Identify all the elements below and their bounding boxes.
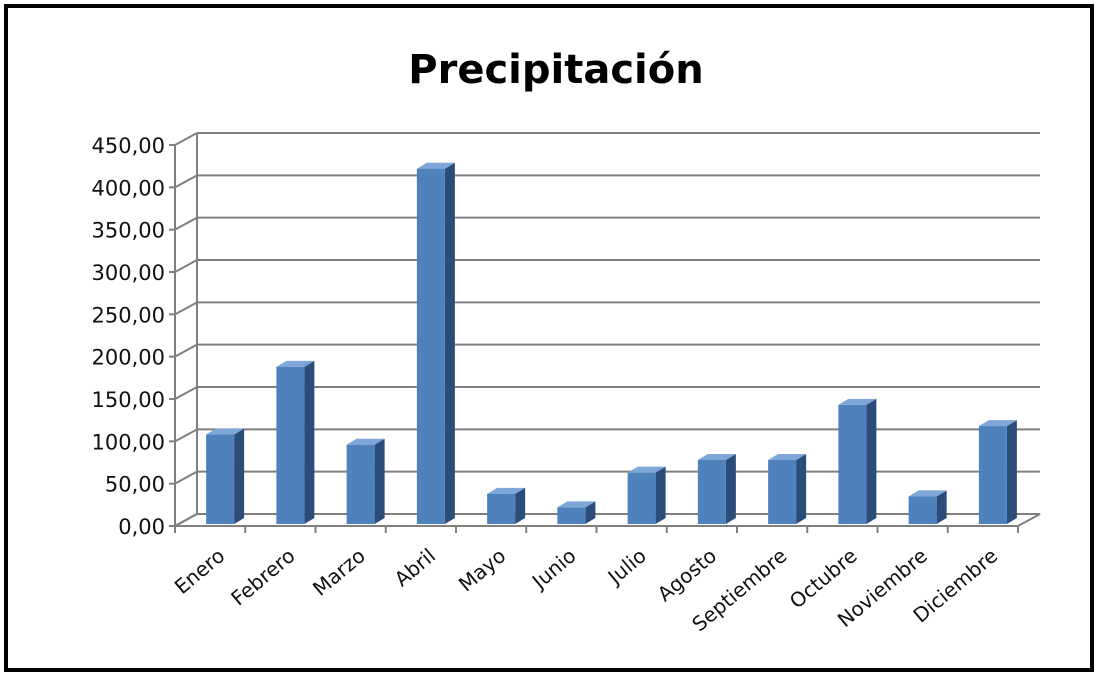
bar-side bbox=[515, 487, 526, 524]
bar-front bbox=[346, 444, 375, 524]
bar-front bbox=[416, 168, 445, 524]
bar-front bbox=[487, 493, 516, 524]
bar-front bbox=[697, 459, 726, 524]
bar bbox=[627, 466, 666, 524]
x-tick-label: Enero bbox=[170, 543, 230, 598]
y-tick-label: 0,00 bbox=[118, 515, 165, 539]
gridline-depth bbox=[174, 174, 198, 189]
bar-top bbox=[206, 428, 245, 435]
x-tick-label: Febrero bbox=[226, 543, 299, 610]
chart-frame: Precipitación 0,00 50,00 100,00 150,00 200,0… bbox=[4, 4, 1094, 672]
bar bbox=[908, 490, 947, 524]
y-tick-label: 400,00 bbox=[92, 176, 165, 200]
gridline-depth bbox=[174, 386, 198, 400]
gridline-depth bbox=[174, 343, 198, 358]
bar-front bbox=[838, 404, 867, 524]
bar-top bbox=[838, 398, 877, 405]
y-tick-label: 300,00 bbox=[92, 261, 165, 285]
bar-front bbox=[908, 496, 937, 524]
bar-front bbox=[627, 472, 656, 524]
bar bbox=[697, 453, 736, 524]
gridline-depth bbox=[174, 470, 198, 485]
bar-side bbox=[374, 438, 385, 524]
bar bbox=[487, 487, 526, 524]
y-tick-label: 250,00 bbox=[92, 303, 165, 327]
bar-top bbox=[627, 466, 666, 473]
bar-side bbox=[796, 453, 807, 524]
bar-front bbox=[206, 434, 235, 524]
bar-side bbox=[585, 501, 596, 524]
bar-side bbox=[234, 428, 245, 524]
y-tick-label: 50,00 bbox=[105, 473, 165, 497]
bar-side bbox=[936, 490, 947, 524]
x-tick-label: Marzo bbox=[308, 543, 370, 600]
x-tick-label: Abril bbox=[390, 543, 440, 591]
y-tick-label: 350,00 bbox=[92, 219, 165, 243]
y-tick-label: 200,00 bbox=[92, 346, 165, 370]
gridline-depth bbox=[174, 428, 198, 443]
bar-top bbox=[768, 453, 807, 460]
bar-top bbox=[557, 501, 596, 508]
bar-top bbox=[416, 162, 455, 169]
bar bbox=[768, 453, 807, 524]
precipitation-chart: Precipitación 0,00 50,00 100,00 150,00 200,0… bbox=[92, 47, 1041, 636]
bars bbox=[206, 162, 1017, 524]
y-tick-label: 100,00 bbox=[92, 430, 165, 454]
gridline-depth bbox=[174, 301, 198, 316]
bar bbox=[346, 438, 385, 524]
bar-front bbox=[276, 366, 305, 524]
bar bbox=[276, 360, 315, 524]
bar bbox=[838, 398, 877, 524]
bar-top bbox=[908, 490, 947, 497]
bar bbox=[206, 428, 245, 524]
bar-side bbox=[1006, 420, 1017, 524]
bar-front bbox=[557, 507, 586, 524]
chart-title: Precipitación bbox=[408, 47, 703, 93]
x-tick-label: Junio bbox=[526, 543, 581, 594]
bar-side bbox=[655, 466, 666, 524]
bar-side bbox=[725, 453, 736, 524]
bar-side bbox=[444, 162, 455, 524]
x-tick-label: Mayo bbox=[454, 543, 510, 596]
x-tick-label: Julio bbox=[602, 543, 651, 590]
grid bbox=[169, 132, 1041, 533]
y-axis-ticks: 0,00 50,00 100,00 150,00 200,00 250,00 300,00 3… bbox=[92, 134, 165, 539]
gridline-depth bbox=[174, 216, 198, 231]
y-tick-label: 150,00 bbox=[92, 388, 165, 412]
bar-top bbox=[487, 487, 526, 494]
bar-front bbox=[768, 459, 797, 524]
bar-top bbox=[697, 453, 736, 460]
bar-front bbox=[978, 426, 1007, 524]
bar-side bbox=[866, 398, 877, 524]
bar bbox=[557, 501, 596, 524]
bar-top bbox=[346, 438, 385, 445]
bar-top bbox=[978, 420, 1017, 427]
bar-side bbox=[304, 360, 315, 524]
gridline-depth bbox=[174, 259, 198, 273]
gridline-depth bbox=[174, 132, 198, 146]
y-tick-label: 450,00 bbox=[92, 134, 165, 158]
bar bbox=[416, 162, 455, 524]
bar bbox=[978, 420, 1017, 524]
bar-top bbox=[276, 360, 315, 367]
